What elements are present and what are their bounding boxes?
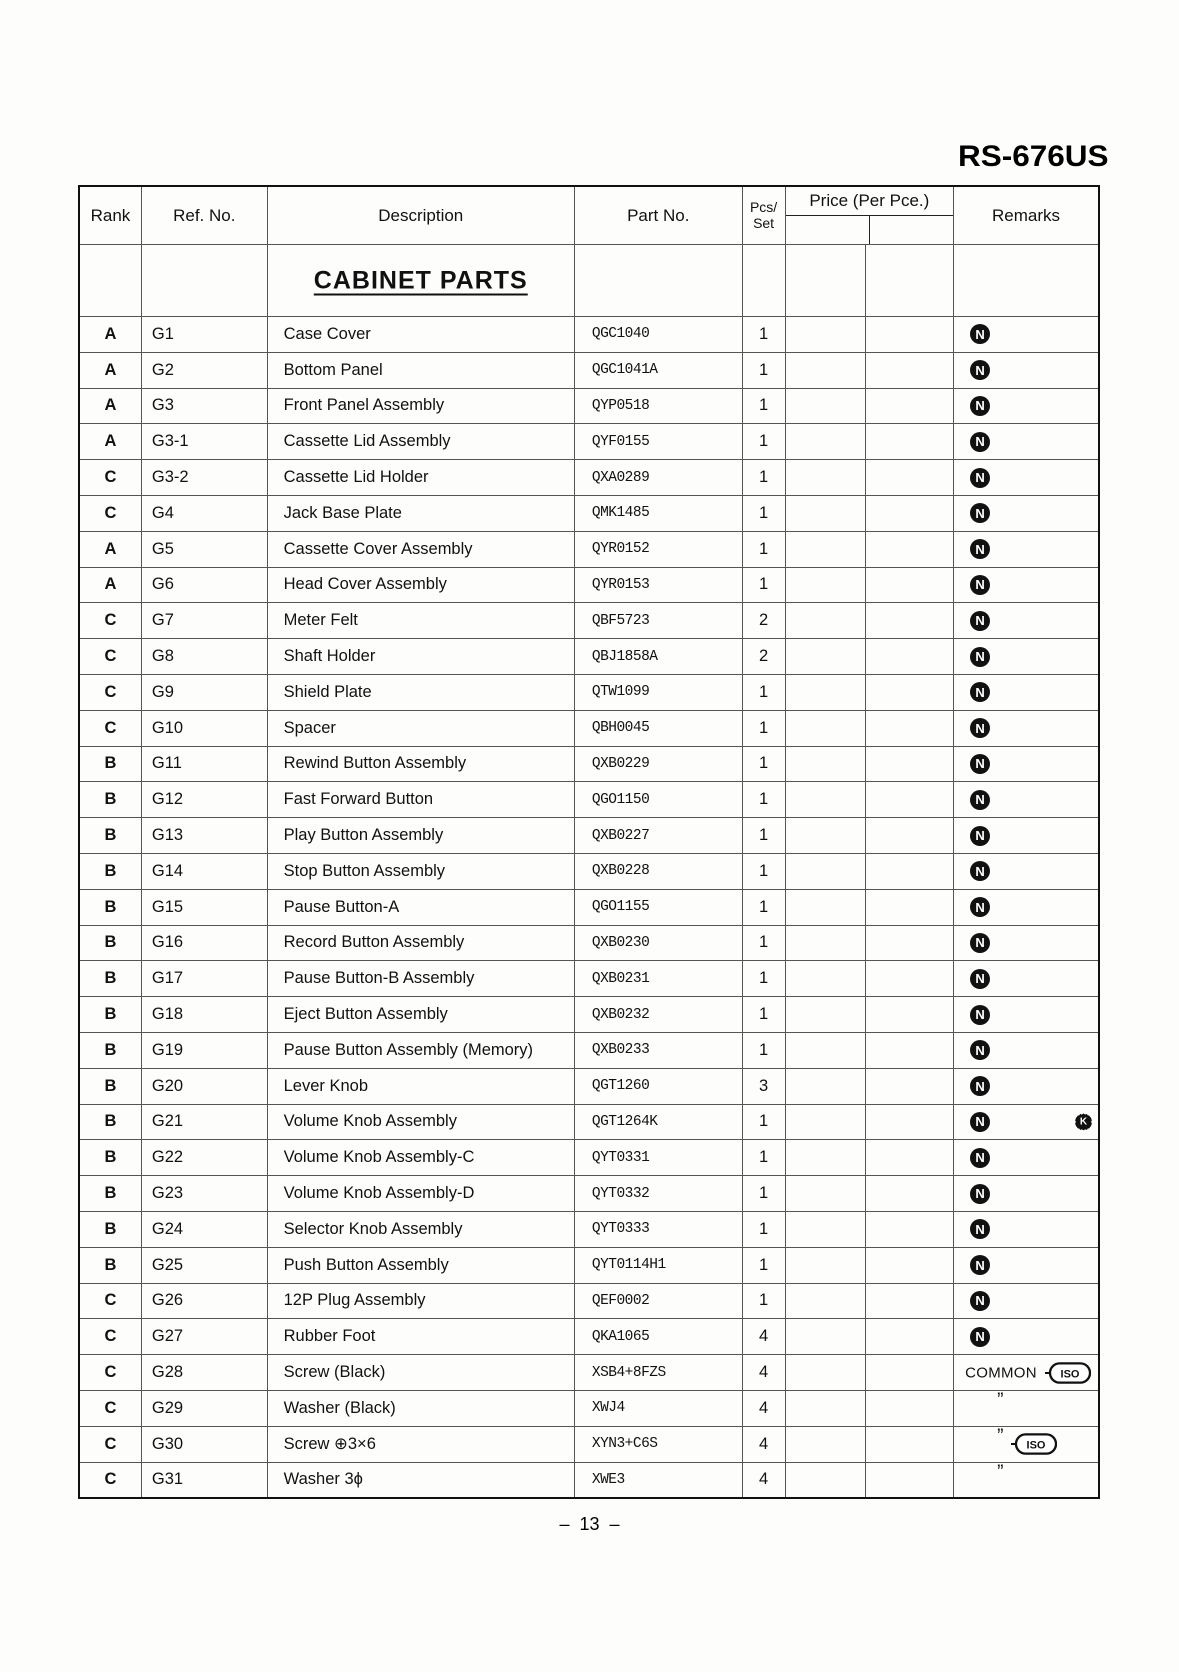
svg-text:ISO: ISO [1060, 1368, 1079, 1380]
svg-text:ISO: ISO [1027, 1440, 1046, 1452]
